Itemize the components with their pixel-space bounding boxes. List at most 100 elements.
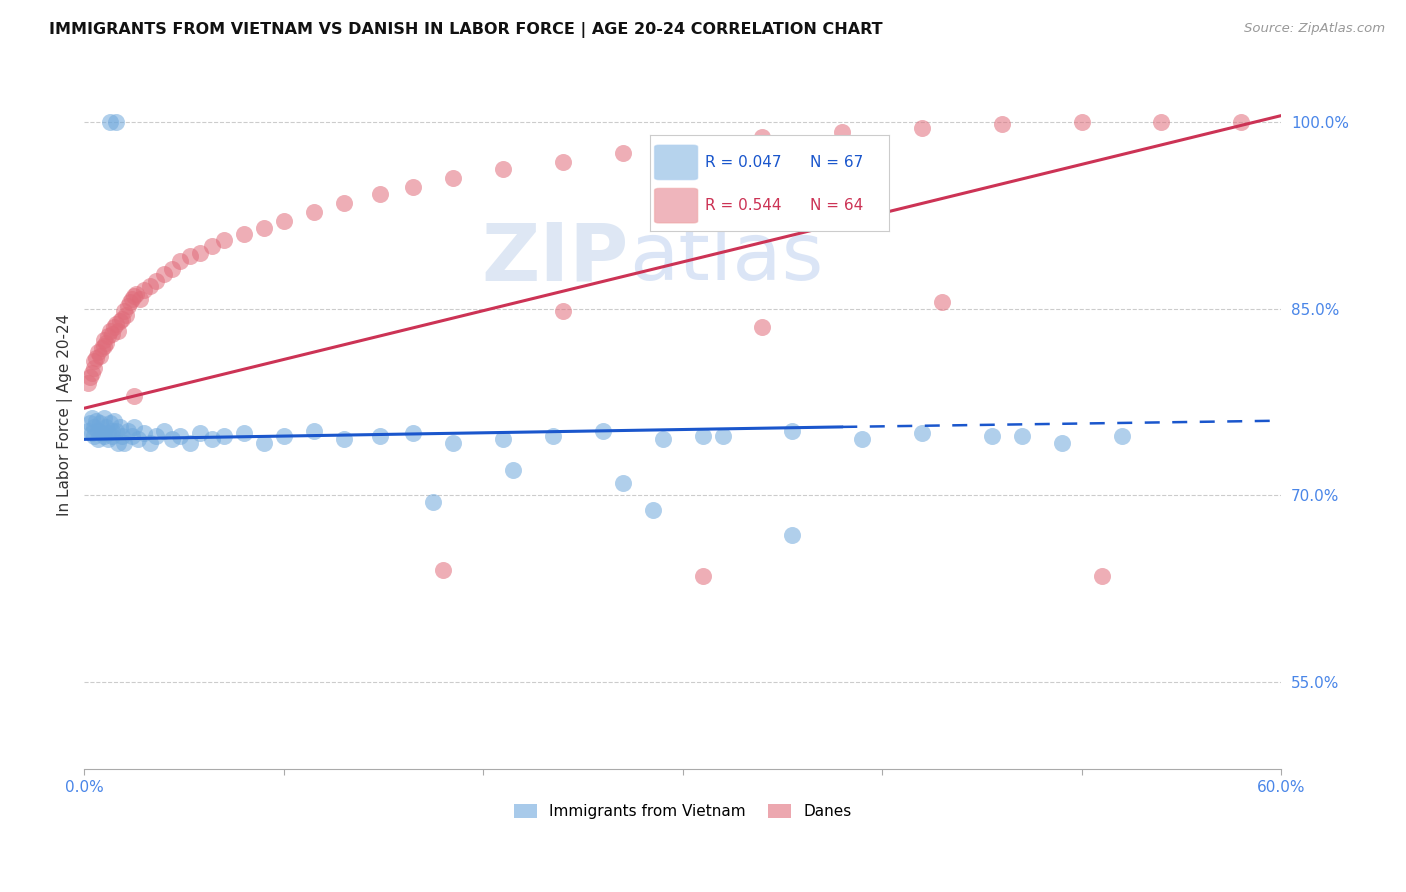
Point bbox=[1111, 428, 1133, 442]
Point bbox=[592, 424, 614, 438]
Point bbox=[79, 370, 101, 384]
Point bbox=[101, 424, 124, 438]
Point bbox=[692, 569, 714, 583]
Point bbox=[145, 274, 167, 288]
Point bbox=[96, 420, 118, 434]
Point bbox=[980, 428, 1002, 442]
Point bbox=[91, 426, 114, 441]
Text: N = 67: N = 67 bbox=[810, 155, 863, 169]
Text: IMMIGRANTS FROM VIETNAM VS DANISH IN LABOR FORCE | AGE 20-24 CORRELATION CHART: IMMIGRANTS FROM VIETNAM VS DANISH IN LAB… bbox=[49, 22, 883, 38]
Legend: Immigrants from Vietnam, Danes: Immigrants from Vietnam, Danes bbox=[508, 798, 858, 825]
Point bbox=[122, 420, 145, 434]
Point bbox=[89, 416, 111, 430]
Point bbox=[98, 115, 121, 129]
Point bbox=[711, 428, 734, 442]
Point bbox=[188, 426, 211, 441]
Point bbox=[122, 389, 145, 403]
Point bbox=[89, 349, 111, 363]
Point bbox=[112, 304, 135, 318]
Point bbox=[332, 195, 354, 210]
Point bbox=[253, 220, 276, 235]
Point bbox=[82, 367, 104, 381]
Point bbox=[97, 433, 120, 447]
Point bbox=[422, 494, 444, 508]
Point bbox=[122, 289, 145, 303]
Point bbox=[232, 227, 254, 241]
Text: N = 64: N = 64 bbox=[810, 198, 863, 213]
Point bbox=[111, 311, 134, 326]
Y-axis label: In Labor Force | Age 20-24: In Labor Force | Age 20-24 bbox=[58, 313, 73, 516]
Point bbox=[751, 320, 773, 334]
Text: Source: ZipAtlas.com: Source: ZipAtlas.com bbox=[1244, 22, 1385, 36]
Point bbox=[160, 261, 183, 276]
Point bbox=[851, 433, 873, 447]
Point bbox=[96, 336, 118, 351]
FancyBboxPatch shape bbox=[655, 145, 697, 179]
Point bbox=[107, 436, 129, 450]
Point bbox=[87, 424, 110, 438]
Point bbox=[541, 428, 564, 442]
Point bbox=[651, 433, 673, 447]
Point bbox=[103, 320, 125, 334]
Point bbox=[492, 162, 515, 177]
Point bbox=[332, 433, 354, 447]
Point bbox=[1011, 428, 1033, 442]
Point bbox=[111, 428, 134, 442]
Point bbox=[77, 424, 100, 438]
FancyBboxPatch shape bbox=[655, 188, 697, 223]
Point bbox=[302, 204, 325, 219]
Point bbox=[117, 424, 139, 438]
Point bbox=[103, 414, 125, 428]
Point bbox=[83, 420, 105, 434]
Point bbox=[782, 528, 804, 542]
Point bbox=[212, 233, 235, 247]
Point bbox=[551, 304, 574, 318]
Point bbox=[212, 428, 235, 442]
Point bbox=[169, 254, 191, 268]
Point bbox=[121, 428, 143, 442]
Point bbox=[153, 267, 176, 281]
Point bbox=[179, 436, 201, 450]
Point bbox=[153, 424, 176, 438]
Point bbox=[87, 345, 110, 359]
Point bbox=[134, 426, 156, 441]
Point bbox=[115, 308, 138, 322]
Point bbox=[77, 376, 100, 391]
Point bbox=[129, 292, 152, 306]
Point bbox=[368, 428, 391, 442]
Point bbox=[84, 351, 107, 366]
Point bbox=[79, 416, 101, 430]
Point bbox=[105, 424, 128, 438]
Point bbox=[108, 420, 131, 434]
Point bbox=[612, 475, 634, 490]
Point bbox=[145, 428, 167, 442]
Point bbox=[121, 292, 143, 306]
Point bbox=[402, 426, 425, 441]
Point bbox=[641, 503, 664, 517]
Point bbox=[253, 436, 276, 450]
Point bbox=[782, 424, 804, 438]
Point bbox=[105, 317, 128, 331]
Point bbox=[1230, 115, 1253, 129]
Point bbox=[117, 299, 139, 313]
Point bbox=[93, 333, 115, 347]
Point bbox=[107, 324, 129, 338]
Text: atlas: atlas bbox=[628, 219, 824, 297]
Point bbox=[83, 354, 105, 368]
Point bbox=[931, 295, 953, 310]
Point bbox=[93, 411, 115, 425]
Text: R = 0.047: R = 0.047 bbox=[704, 155, 782, 169]
Point bbox=[105, 115, 128, 129]
Point bbox=[273, 428, 295, 442]
Point bbox=[911, 121, 934, 136]
Point bbox=[97, 426, 120, 441]
Point bbox=[160, 433, 183, 447]
Point bbox=[1050, 436, 1073, 450]
Point bbox=[911, 426, 934, 441]
Point bbox=[98, 416, 121, 430]
Point bbox=[201, 239, 224, 253]
Point bbox=[169, 428, 191, 442]
Point bbox=[672, 137, 695, 152]
Point bbox=[232, 426, 254, 441]
Point bbox=[441, 436, 464, 450]
